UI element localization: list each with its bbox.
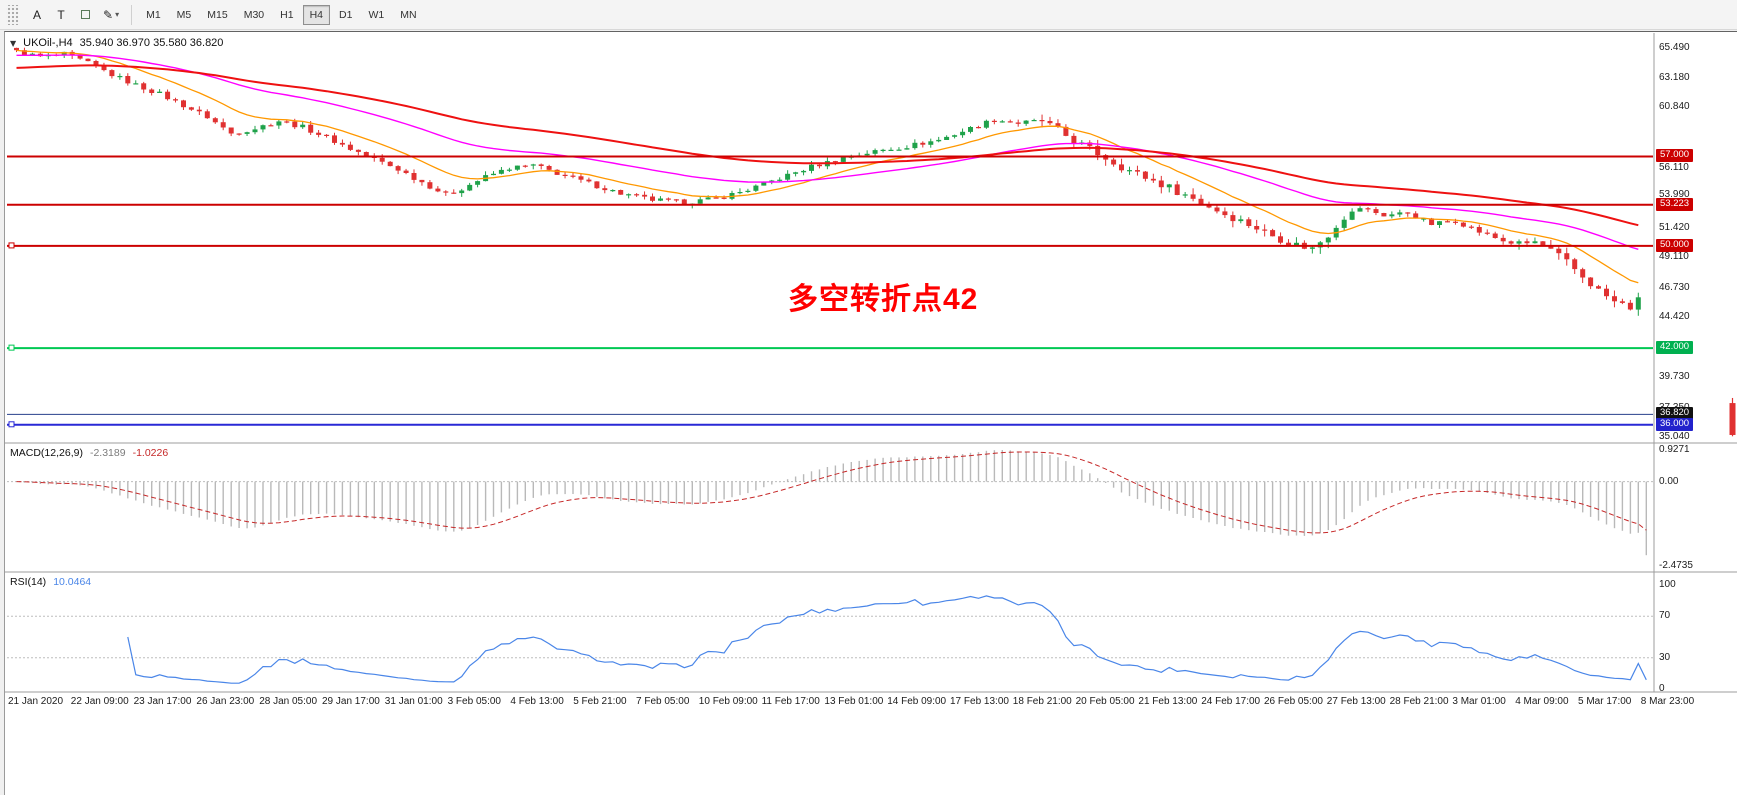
timeframe-m30-button[interactable]: M30 xyxy=(237,5,271,25)
timeframe-m15-button[interactable]: M15 xyxy=(200,5,234,25)
rsi-line xyxy=(127,595,1647,684)
chart-background xyxy=(4,31,1737,795)
main-pane[interactable] xyxy=(14,47,1641,316)
macd-name: MACD(12,26,9) xyxy=(10,447,83,459)
rsi-indicator-label: RSI(14) 10.0464 xyxy=(10,576,91,588)
macd-main-value: -2.3189 xyxy=(89,447,126,459)
timeframe-m5-button[interactable]: M5 xyxy=(170,5,199,25)
symbol-dropdown-icon[interactable]: ▼ xyxy=(10,38,17,48)
shapes-button[interactable] xyxy=(74,4,96,26)
text-label-button[interactable]: T xyxy=(50,4,72,26)
timeframe-m1-button[interactable]: M1 xyxy=(139,5,168,25)
hline-handle[interactable] xyxy=(8,344,15,351)
slow-ma-red xyxy=(16,64,1639,227)
timeframe-mn-button[interactable]: MN xyxy=(393,5,423,25)
rsi-value: 10.0464 xyxy=(53,576,92,588)
toolbar-separator xyxy=(131,4,133,25)
timeframe-w1-button[interactable]: W1 xyxy=(361,5,391,25)
macd-pane[interactable] xyxy=(7,450,1653,556)
rectangle-icon xyxy=(80,10,90,19)
macd-indicator-label: MACD(12,26,9) -2.3189 -1.0226 xyxy=(10,447,168,459)
chinese-annotation[interactable]: 多空转折点42 xyxy=(788,283,979,316)
hline-handle[interactable] xyxy=(8,242,15,249)
crash-candle-body xyxy=(1729,403,1736,435)
timeframe-h1-button[interactable]: H1 xyxy=(273,5,300,25)
text-annotation-button[interactable]: A xyxy=(26,4,48,26)
symbol-period-label: UKOil-,H4 xyxy=(23,37,73,49)
timeframe-h4-button[interactable]: H4 xyxy=(302,4,331,25)
timeframe-d1-button[interactable]: D1 xyxy=(332,5,359,25)
rsi-name: RSI(14) xyxy=(10,576,47,588)
toolbar-drag-handle[interactable] xyxy=(6,4,19,25)
ohlc-values: 35.940 36.970 35.580 36.820 xyxy=(79,37,224,49)
draw-tool-button[interactable]: ✎ ▾ xyxy=(98,4,124,26)
rsi-pane[interactable] xyxy=(7,595,1653,684)
chevron-down-icon: ▾ xyxy=(115,10,120,19)
macd-signal-line xyxy=(16,451,1647,534)
hline-handle[interactable] xyxy=(8,421,15,428)
top-toolbar: A T ✎ ▾ M1 M5 M15 M30 H1 H4 D1 W1 MN xyxy=(0,0,1737,30)
mid-ma-magenta xyxy=(16,54,1639,250)
pencil-icon: ✎ xyxy=(103,7,114,22)
macd-signal-value: -1.0226 xyxy=(132,447,169,459)
fast-ma-orange xyxy=(16,49,1639,284)
chart-header: ▼ UKOil-,H4 35.940 36.970 35.580 36.820 xyxy=(10,37,223,49)
